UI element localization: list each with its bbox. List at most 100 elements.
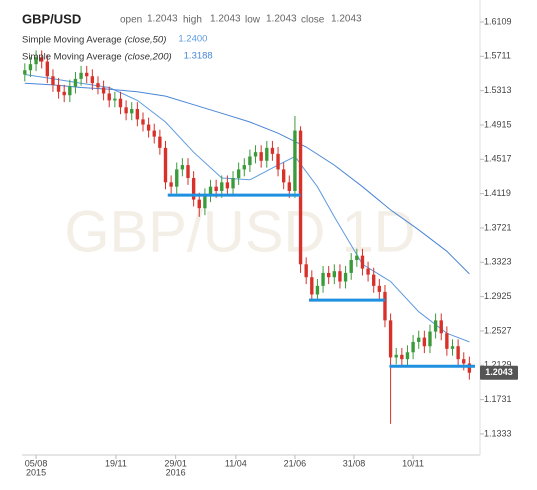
y-tick-label: 1.2527 [484, 325, 512, 335]
candle-body [248, 156, 252, 166]
legend-value: 1.2400 [178, 34, 207, 45]
x-tick-label: 10/11 [402, 458, 424, 468]
candle-body [68, 86, 72, 96]
candle-body [45, 61, 50, 77]
candle-body [445, 333, 449, 349]
plot-area [23, 50, 475, 424]
candle-body [107, 93, 111, 101]
candle-body [186, 165, 190, 179]
y-tick-label: 1.1333 [484, 428, 512, 438]
legend-name: Simple Moving Average [22, 52, 122, 63]
candle-body [411, 341, 415, 353]
candle-body [124, 107, 128, 114]
candle-body [281, 169, 286, 183]
candle-body [220, 182, 224, 191]
candle-body [34, 57, 38, 65]
candle-body [304, 264, 308, 278]
candle-body [400, 354, 404, 360]
candle-body [417, 337, 421, 342]
candle-body [135, 109, 140, 120]
candle-body [462, 359, 466, 364]
legend-params: (close,200) [125, 52, 172, 63]
ohlc-name: close [301, 15, 325, 26]
candle-body [383, 291, 387, 321]
year-label: 2015 [26, 467, 46, 477]
candle-body [343, 272, 348, 282]
symbol-title: GBP/USD [22, 11, 81, 26]
candle-body [175, 169, 179, 187]
candle-body [450, 346, 455, 349]
ohlc-name: open [120, 15, 142, 26]
candle-body [85, 72, 89, 77]
x-tick-label: 21/06 [284, 458, 307, 468]
x-tick-label: 19/11 [105, 458, 127, 468]
candle-body [467, 363, 472, 373]
candle-body [231, 178, 235, 189]
candle-body [439, 320, 443, 334]
candle-body [456, 346, 460, 360]
candle-body [298, 130, 303, 265]
candle-body [130, 109, 134, 114]
candle-body [315, 285, 320, 295]
candle-body [236, 169, 241, 179]
candle-body [146, 124, 151, 131]
ohlc-value: 1.2043 [210, 14, 241, 25]
moving-average-line [24, 82, 470, 275]
candle-body [366, 268, 370, 275]
candle-body [101, 87, 106, 94]
candle-body [90, 76, 95, 84]
candle-body [310, 277, 314, 295]
y-tick-label: 1.1731 [484, 394, 512, 404]
candle-body [158, 136, 162, 148]
candle-body [388, 320, 393, 358]
candle-body [214, 186, 218, 191]
candle-body [152, 130, 156, 137]
candle-body [253, 152, 258, 157]
candle-body [203, 195, 207, 209]
legend-value: 1.3188 [184, 51, 213, 62]
candle-body [270, 147, 275, 154]
candle-body [422, 337, 427, 347]
candle-body [62, 91, 66, 96]
moving-average-line [24, 74, 470, 343]
ohlc-value: 1.2043 [147, 14, 178, 25]
y-tick-label: 1.4517 [484, 154, 512, 164]
ohlc-value: 1.2043 [331, 14, 362, 25]
candle-body [40, 57, 44, 62]
candle-body [355, 255, 359, 260]
candle-body [327, 272, 331, 278]
candle-body [372, 274, 376, 286]
candle-body [23, 70, 27, 75]
candle-body [113, 98, 117, 101]
candle-body [259, 152, 263, 161]
candle-body [287, 182, 291, 191]
y-tick-label: 1.2129 [484, 360, 512, 370]
watermark: GBP/USD 1D [64, 199, 415, 264]
candle-body [360, 255, 365, 269]
last-price-label: 1.2043 [485, 367, 513, 377]
legend-name: Simple Moving Average [22, 35, 122, 46]
x-tick-label: 29/01 [164, 458, 187, 468]
candle-body [51, 76, 55, 85]
candle-body [191, 178, 196, 200]
y-tick-label: 1.5711 [484, 51, 511, 61]
x-tick-label: 11/04 [225, 458, 247, 468]
candle-body [225, 182, 230, 189]
candle-body [180, 165, 185, 170]
y-tick-label: 1.6109 [484, 16, 512, 26]
candle-body [118, 98, 123, 108]
candle-body [377, 285, 382, 292]
candle-body [394, 354, 398, 358]
candle-body [276, 153, 280, 170]
candle-body [197, 199, 201, 209]
ohlc-name: high [183, 15, 202, 26]
candle-body [56, 84, 61, 92]
candle-body [293, 130, 297, 191]
candle-body [428, 331, 432, 347]
y-tick-label: 1.4915 [484, 119, 512, 129]
y-tick-label: 1.2925 [484, 291, 512, 301]
legend-params: (close,50) [125, 35, 167, 46]
candle-body [338, 271, 342, 282]
ohlc-name: low [245, 15, 261, 26]
